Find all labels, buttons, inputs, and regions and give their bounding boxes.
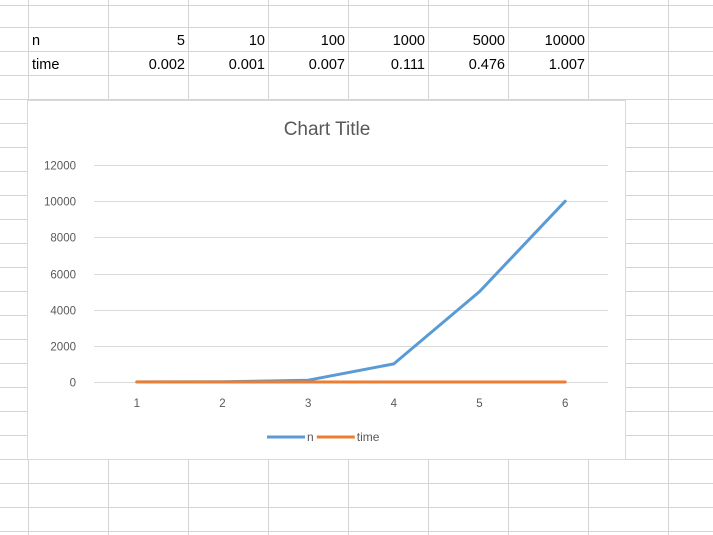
- value-cell[interactable]: 0.007: [309, 57, 345, 73]
- data-point-time[interactable]: [307, 381, 310, 384]
- series-line-n[interactable]: [135, 199, 567, 384]
- data-point-time[interactable]: [135, 381, 138, 384]
- x-tick-label: 2: [219, 398, 225, 410]
- legend-label: time: [357, 430, 380, 444]
- chart-legend[interactable]: n time: [267, 430, 380, 444]
- chart-title[interactable]: Chart Title: [284, 119, 371, 140]
- chart[interactable]: Chart Title 0 2000 4000 6000 8000 10000 12000 …: [27, 100, 626, 460]
- value-cell[interactable]: 100: [321, 33, 345, 49]
- value-cell[interactable]: 5: [177, 33, 185, 49]
- data-point-n[interactable]: [478, 290, 481, 293]
- y-tick-label: 4000: [50, 306, 76, 318]
- data-point-n[interactable]: [392, 362, 395, 365]
- y-tick-label: 0: [70, 378, 76, 390]
- legend-item-time[interactable]: time: [316, 430, 380, 444]
- value-cell[interactable]: 0.001: [229, 57, 265, 73]
- value-cell[interactable]: 0.111: [391, 57, 425, 73]
- value-cell[interactable]: 1000: [393, 33, 425, 49]
- data-point-time[interactable]: [478, 381, 481, 384]
- data-point-n[interactable]: [564, 200, 567, 203]
- row-label-cell[interactable]: time: [32, 57, 59, 73]
- y-axis-tick-labels: 0 2000 4000 6000 8000 10000 12000: [44, 161, 76, 390]
- data-table: n 5 10 100 1000 5000 10000 time 0.002 0.001 0.007 0…: [32, 33, 585, 73]
- data-point-time[interactable]: [564, 381, 567, 384]
- value-cell[interactable]: 1.007: [549, 57, 585, 73]
- value-cell[interactable]: 5000: [473, 33, 505, 49]
- chart-gridlines: [94, 165, 608, 383]
- x-tick-label: 3: [305, 398, 311, 410]
- x-tick-label: 4: [391, 398, 398, 410]
- value-cell[interactable]: 10000: [545, 33, 585, 49]
- y-tick-label: 12000: [44, 161, 76, 173]
- y-tick-label: 6000: [50, 270, 76, 282]
- legend-item-n[interactable]: n: [267, 430, 314, 444]
- data-point-time[interactable]: [221, 381, 224, 384]
- chart-series-group: [135, 199, 567, 384]
- x-tick-label: 1: [134, 398, 140, 410]
- y-tick-label: 2000: [50, 342, 76, 354]
- x-tick-label: 5: [476, 398, 482, 410]
- value-cell[interactable]: 0.476: [469, 57, 505, 73]
- y-tick-label: 10000: [44, 197, 76, 209]
- value-cell[interactable]: 0.002: [149, 57, 185, 73]
- row-label-cell[interactable]: n: [32, 33, 40, 49]
- x-axis-tick-labels: 1 2 3 4 5 6: [134, 398, 569, 410]
- legend-label: n: [307, 430, 314, 444]
- x-tick-label: 6: [562, 398, 568, 410]
- value-cell[interactable]: 10: [249, 33, 265, 49]
- data-point-time[interactable]: [392, 381, 395, 384]
- y-tick-label: 8000: [50, 233, 76, 245]
- chart-plot: Chart Title 020004000600080001000012000 …: [44, 119, 608, 444]
